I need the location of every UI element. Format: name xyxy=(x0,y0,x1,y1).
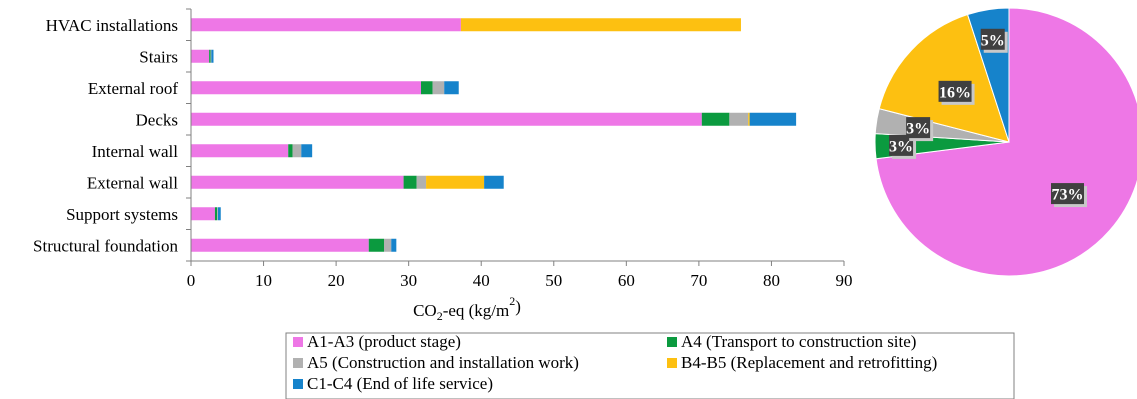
pie-label-1: 73% xyxy=(1052,187,1084,204)
pie-label-5: 5% xyxy=(981,32,1005,49)
legend-items: A1-A3 (product stage) A4 (Transport to co… xyxy=(293,332,937,393)
bar-segment-external-wall-a1-a3 xyxy=(191,175,404,189)
bar-segment-stairs-a4 xyxy=(209,49,211,63)
category-label-hvac-installations: HVAC installations xyxy=(46,16,178,35)
pie-label-3: 3% xyxy=(906,121,930,138)
x-axis-label-part: 2 xyxy=(437,309,443,323)
category-label-decks: Decks xyxy=(136,110,178,129)
x-axis-label-part: -eq (kg/m xyxy=(443,301,510,320)
legend-swatch-a1-a3 xyxy=(293,337,303,347)
bar-segment-stairs-a5 xyxy=(210,49,212,63)
pie-chart: 73% 3%3% 16% 5% xyxy=(874,7,1137,277)
legend-label-a5: A5 (Construction and installation work) xyxy=(307,353,579,372)
bar-segment-internal-wall-a4 xyxy=(288,144,293,158)
bar-segment-internal-wall-a5 xyxy=(292,144,302,158)
bar-segment-external-wall-b4-b5 xyxy=(426,175,485,189)
pie-label-box xyxy=(906,117,931,139)
x-tick-label-50: 50 xyxy=(545,271,562,290)
pie-label-box xyxy=(1051,183,1085,205)
category-label-structural-foundation: Structural foundation xyxy=(33,236,178,255)
x-tick-label-30: 30 xyxy=(400,271,417,290)
bar-segment-decks-a1-a3 xyxy=(191,112,702,126)
bar-segment-external-wall-a4 xyxy=(403,175,417,189)
pie-labels: 73% 3%3% 16% 5% xyxy=(889,28,1088,208)
bar-segment-internal-wall-c1-c4 xyxy=(301,144,313,158)
x-tick-labels: 0 10 20 30 40 50 60 70 80 90 xyxy=(187,271,853,290)
stacked-bar-chart: HVAC installations Stairs External roof Dec… xyxy=(33,8,853,323)
pie-label-2: 3% xyxy=(889,138,913,155)
bar-segment-hvac-installations-b4-b5 xyxy=(460,18,741,32)
bar-segment-structural-foundation-c1-c4 xyxy=(391,238,397,252)
bar-segment-support-systems-a1-a3 xyxy=(191,207,215,221)
bar-segment-hvac-installations-a1-a3 xyxy=(191,18,461,32)
legend-frame xyxy=(285,332,1015,399)
bar-segment-structural-foundation-a4 xyxy=(368,238,384,252)
pie-label-box xyxy=(980,28,1005,50)
x-tick-label-0: 0 xyxy=(187,271,196,290)
bar-segment-external-roof-a4 xyxy=(421,81,433,95)
bar-segment-stairs-a1-a3 xyxy=(191,49,210,63)
pie-label-box xyxy=(889,134,914,156)
bar-segment-structural-foundation-a1-a3 xyxy=(191,238,369,252)
bar-segment-decks-c1-c4 xyxy=(749,112,797,126)
x-tick-label-80: 80 xyxy=(763,271,780,290)
legend-label-a1-a3: A1-A3 (product stage) xyxy=(307,332,461,351)
bar-segment-decks-a5 xyxy=(729,112,749,126)
x-tick-label-60: 60 xyxy=(618,271,635,290)
axes xyxy=(186,8,845,266)
category-label-external-wall: External wall xyxy=(87,173,178,192)
category-label-external-roof: External roof xyxy=(88,79,178,98)
legend-label-b4-b5: B4-B5 (Replacement and retrofitting) xyxy=(681,353,937,372)
bar-segment-support-systems-a4 xyxy=(214,207,218,221)
bar-segment-external-wall-c1-c4 xyxy=(484,175,504,189)
category-label-support-systems: Support systems xyxy=(66,205,178,224)
category-label-internal-wall: Internal wall xyxy=(92,142,179,161)
legend-swatch-a5 xyxy=(293,358,303,368)
pie-label-box xyxy=(938,80,972,102)
x-tick-label-10: 10 xyxy=(255,271,272,290)
x-tick-label-40: 40 xyxy=(473,271,490,290)
bar-segment-structural-foundation-a5 xyxy=(383,238,392,252)
x-axis-label-part: CO xyxy=(413,301,437,320)
legend-swatch-c1-c4 xyxy=(293,379,303,389)
bars xyxy=(191,18,797,252)
x-axis-label-part: ) xyxy=(515,297,521,316)
x-tick-label-70: 70 xyxy=(690,271,707,290)
bar-segment-external-roof-c1-c4 xyxy=(444,81,459,95)
pie-slice-4 xyxy=(878,13,1010,143)
bar-segment-internal-wall-a1-a3 xyxy=(191,144,289,158)
bar-segment-external-roof-a5 xyxy=(432,81,445,95)
bar-segment-decks-a4 xyxy=(701,112,730,126)
legend-swatch-b4-b5 xyxy=(667,358,677,368)
x-tick-label-20: 20 xyxy=(328,271,345,290)
bar-segment-decks-b4-b5 xyxy=(748,112,750,126)
pie-slice-1 xyxy=(875,7,1137,277)
bar-segment-stairs-c1-c4 xyxy=(211,49,214,63)
category-labels: HVAC installations Stairs External roof Dec… xyxy=(33,16,178,256)
x-axis-label: CO2-eq (kg/m2) xyxy=(413,294,521,323)
legend: A1-A3 (product stage) A4 (Transport to co… xyxy=(285,332,1015,399)
bar-segment-support-systems-a5 xyxy=(217,207,218,221)
x-axis-label-part: 2 xyxy=(509,294,515,308)
category-label-stairs: Stairs xyxy=(139,47,178,66)
bar-segment-external-roof-a1-a3 xyxy=(191,81,422,95)
pie-label-4: 16% xyxy=(939,84,971,101)
bar-segment-external-wall-a5 xyxy=(416,175,427,189)
x-tick-label-90: 90 xyxy=(836,271,853,290)
legend-label-a4: A4 (Transport to construction site) xyxy=(681,332,916,351)
bar-segment-support-systems-c1-c4 xyxy=(217,207,221,221)
legend-swatch-a4 xyxy=(667,337,677,347)
legend-label-c1-c4: C1-C4 (End of life service) xyxy=(307,374,493,393)
